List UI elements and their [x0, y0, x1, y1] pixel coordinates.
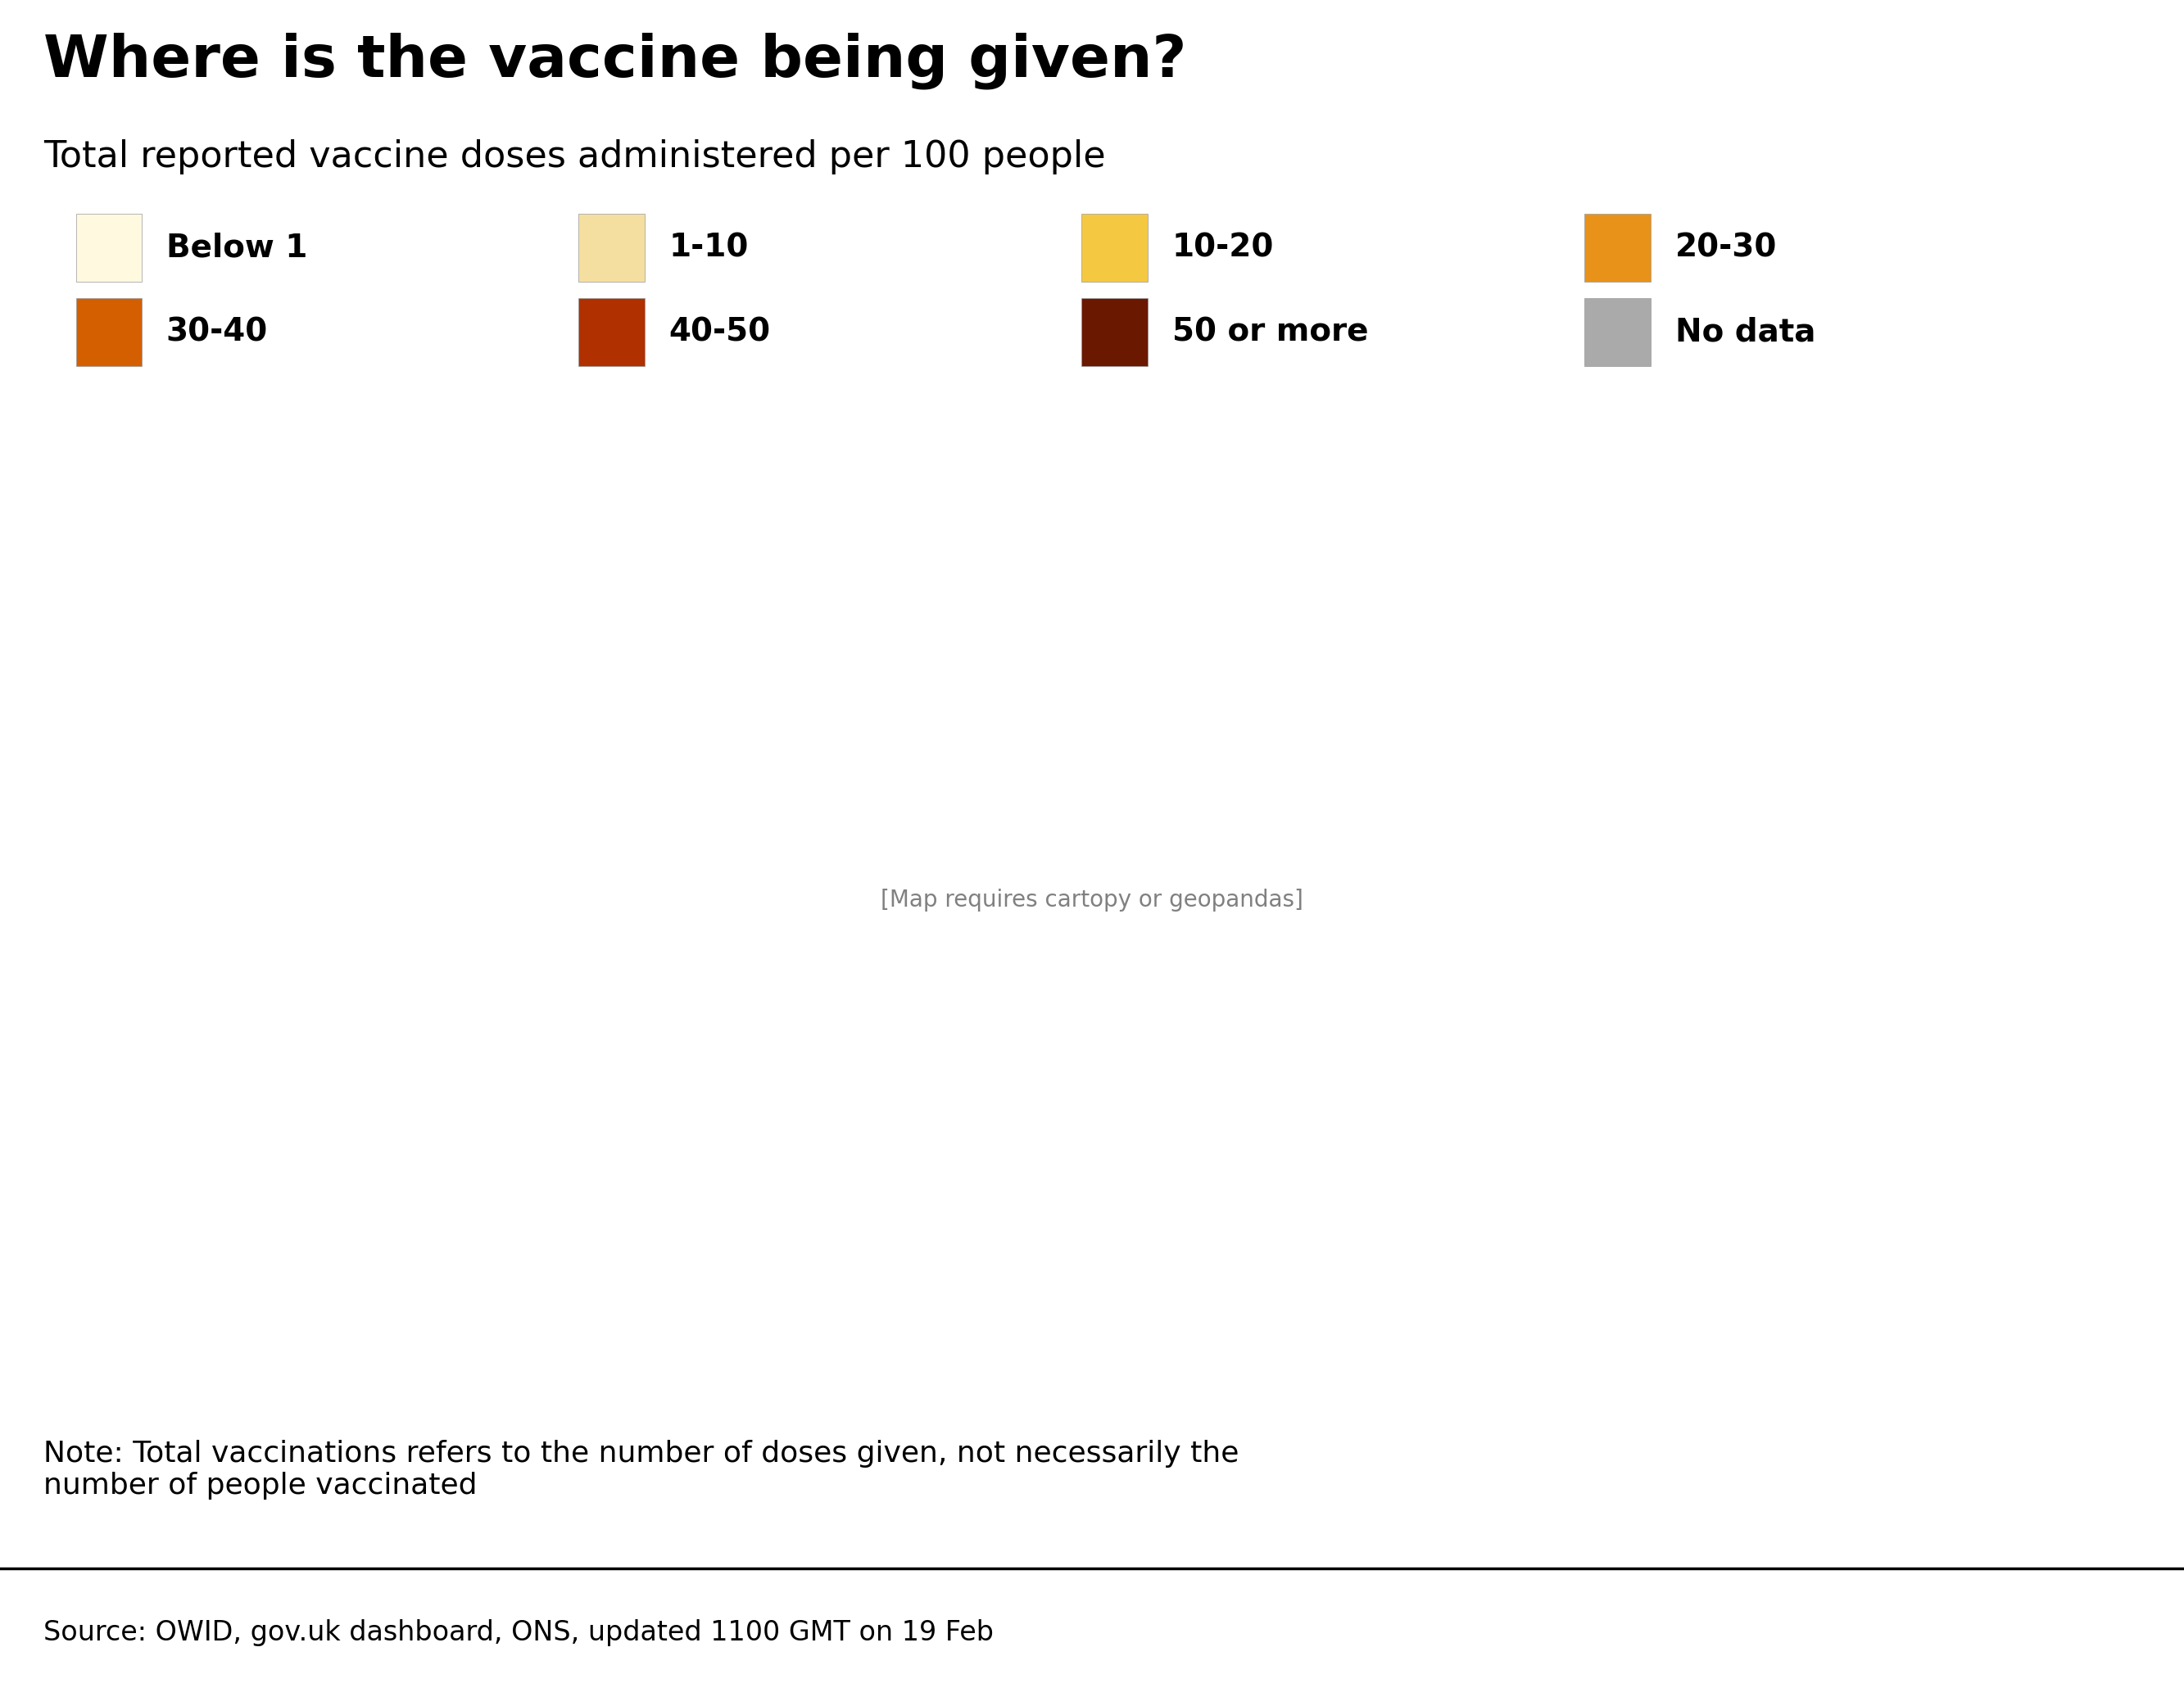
- Text: Source: OWID, gov.uk dashboard, ONS, updated 1100 GMT on 19 Feb: Source: OWID, gov.uk dashboard, ONS, upd…: [44, 1619, 994, 1646]
- Text: 1-10: 1-10: [668, 232, 749, 263]
- Text: [Map requires cartopy or geopandas]: [Map requires cartopy or geopandas]: [880, 889, 1304, 911]
- Text: Note: Total vaccinations refers to the number of doses given, not necessarily th: Note: Total vaccinations refers to the n…: [44, 1440, 1238, 1500]
- Text: No data: No data: [1675, 316, 1815, 348]
- Bar: [1081, 213, 1147, 281]
- Text: 50 or more: 50 or more: [1173, 316, 1367, 348]
- Bar: [1081, 299, 1147, 367]
- Text: 10-20: 10-20: [1173, 232, 1273, 263]
- Text: Where is the vaccine being given?: Where is the vaccine being given?: [44, 32, 1186, 89]
- Bar: [1586, 213, 1651, 281]
- Bar: [579, 213, 644, 281]
- Text: Total reported vaccine doses administered per 100 people: Total reported vaccine doses administere…: [44, 140, 1105, 174]
- Text: 30-40: 30-40: [166, 316, 269, 348]
- Text: BBC: BBC: [1979, 1616, 2073, 1657]
- Bar: [1586, 299, 1651, 367]
- Text: 20-30: 20-30: [1675, 232, 1778, 263]
- Text: 40-50: 40-50: [668, 316, 771, 348]
- Bar: [76, 213, 142, 281]
- Text: Below 1: Below 1: [166, 232, 308, 263]
- Bar: [76, 299, 142, 367]
- Bar: [579, 299, 644, 367]
